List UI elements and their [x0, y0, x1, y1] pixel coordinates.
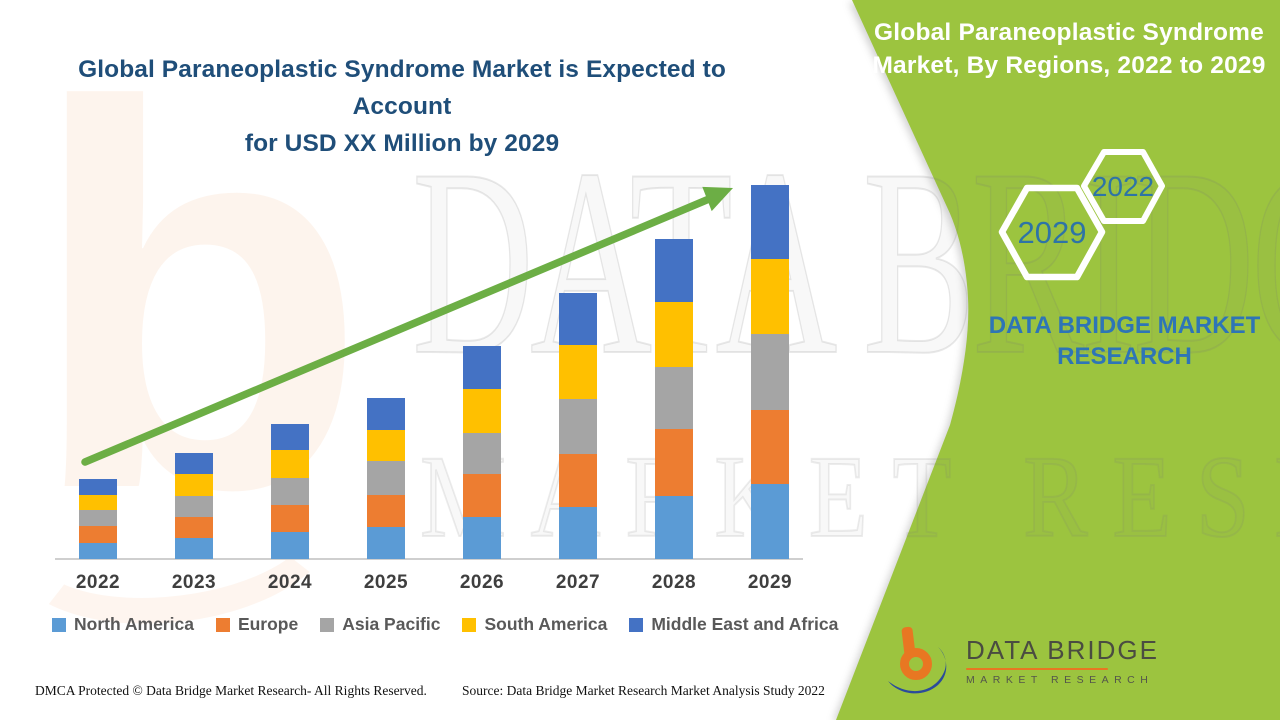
bar-segment-middle-east-and-africa-2028: [655, 239, 693, 302]
bar-segment-middle-east-and-africa-2024: [271, 424, 309, 450]
panel-heading: Global Paraneoplastic Syndrome Market, B…: [872, 19, 1266, 80]
page-title-line2: for USD XX Million by 2029: [244, 129, 560, 157]
bar-segment-asia-pacific-2026: [463, 433, 501, 474]
x-axis-line: [55, 558, 803, 560]
x-axis-label-2022: 2022: [75, 572, 121, 593]
legend-label-north-america: North America: [74, 614, 194, 634]
legend-swatch-south-america: [462, 617, 477, 632]
panel-brand-text: DATA BRIDGE MARKET RESEARCH: [988, 312, 1261, 371]
bar-segment-north-america-2024: [271, 532, 309, 559]
chart-legend: North America Europe Asia Pacific South Ame…: [52, 614, 838, 635]
source-note: Source: Data Bridge Market Research Mark…: [462, 683, 825, 698]
legend-label-europe: Europe: [237, 614, 299, 634]
bar-segment-asia-pacific-2027: [559, 399, 597, 454]
x-axis-label-2028: 2028: [651, 572, 697, 593]
bar-segment-north-america-2027: [559, 507, 597, 559]
bar-segment-north-america-2023: [175, 538, 213, 559]
legend-item-south-america: South America: [462, 614, 607, 635]
bar-segment-europe-2024: [271, 505, 309, 532]
bar-segment-north-america-2022: [79, 543, 117, 559]
logo-name-text: DATA BRIDGE: [966, 635, 1159, 666]
green-panel-shape: [836, 0, 1280, 720]
bar-segment-europe-2026: [463, 474, 501, 517]
bar-segment-europe-2028: [655, 429, 693, 496]
bar-segment-south-america-2025: [367, 430, 405, 461]
legend-swatch-asia-pacific: [320, 617, 335, 632]
bar-segment-middle-east-and-africa-2022: [79, 479, 117, 495]
x-axis-label-2024: 2024: [267, 572, 313, 593]
bar-segment-middle-east-and-africa-2029: [751, 185, 789, 259]
legend-item-asia-pacific: Asia Pacific: [320, 614, 440, 635]
legend-swatch-europe: [215, 617, 230, 632]
bar-segment-europe-2027: [559, 454, 597, 507]
x-axis-label-2027: 2027: [555, 572, 601, 593]
bar-segment-north-america-2028: [655, 496, 693, 559]
bar-segment-south-america-2022: [79, 495, 117, 510]
databridge-logo: DATA BRIDGE MARKET RESEARCH: [882, 624, 1159, 698]
legend-label-middle-east-and-africa: Middle East and Africa: [651, 614, 839, 634]
dmca-notice: DMCA Protected © Data Bridge Market Rese…: [35, 683, 427, 698]
bar-segment-asia-pacific-2025: [367, 461, 405, 495]
bar-segment-south-america-2024: [271, 450, 309, 478]
bar-segment-europe-2025: [367, 495, 405, 527]
page-title-line1: Global Paraneoplastic Syndrome Market is…: [78, 56, 726, 120]
page-title: Global Paraneoplastic Syndrome Market is…: [40, 52, 764, 162]
bar-segment-asia-pacific-2028: [655, 367, 693, 429]
bar-segment-north-america-2026: [463, 517, 501, 559]
bar-segment-middle-east-and-africa-2023: [175, 453, 213, 474]
legend-swatch-north-america: [52, 617, 66, 632]
logo-divider: [966, 667, 1108, 670]
bar-segment-europe-2023: [175, 517, 213, 538]
bar-segment-south-america-2023: [175, 474, 213, 496]
x-axis-label-2026: 2026: [459, 572, 505, 593]
bar-segment-south-america-2026: [463, 389, 501, 433]
x-axis-label-2023: 2023: [171, 572, 217, 593]
bar-segment-north-america-2025: [367, 527, 405, 559]
bar-segment-north-america-2029: [751, 484, 789, 559]
bar-segment-asia-pacific-2022: [79, 510, 117, 526]
bar-segment-asia-pacific-2023: [175, 496, 213, 517]
legend-label-south-america: South America: [484, 614, 608, 634]
x-axis-label-2029: 2029: [747, 572, 793, 593]
bar-segment-south-america-2029: [751, 259, 789, 334]
bar-segment-middle-east-and-africa-2027: [559, 293, 597, 345]
logo-subtitle-text: MARKET RESEARCH: [966, 673, 1154, 686]
bar-segment-south-america-2028: [655, 302, 693, 367]
bar-segment-asia-pacific-2024: [271, 478, 309, 505]
legend-label-asia-pacific: Asia Pacific: [342, 614, 441, 634]
x-axis-label-2025: 2025: [363, 572, 409, 593]
legend-swatch-middle-east-and-africa: [629, 617, 644, 632]
legend-item-europe: Europe: [215, 614, 299, 635]
bar-segment-middle-east-and-africa-2026: [463, 346, 501, 389]
legend-item-middle-east-and-africa: Middle East and Africa: [629, 614, 838, 635]
bar-segment-europe-2022: [79, 526, 117, 543]
bar-segment-south-america-2027: [559, 345, 597, 399]
databridge-logo-icon: [888, 626, 947, 694]
bar-segment-asia-pacific-2029: [751, 334, 789, 410]
bar-segment-middle-east-and-africa-2025: [367, 398, 405, 430]
bar-segment-europe-2029: [751, 410, 789, 484]
legend-item-north-america: North America: [52, 614, 194, 635]
